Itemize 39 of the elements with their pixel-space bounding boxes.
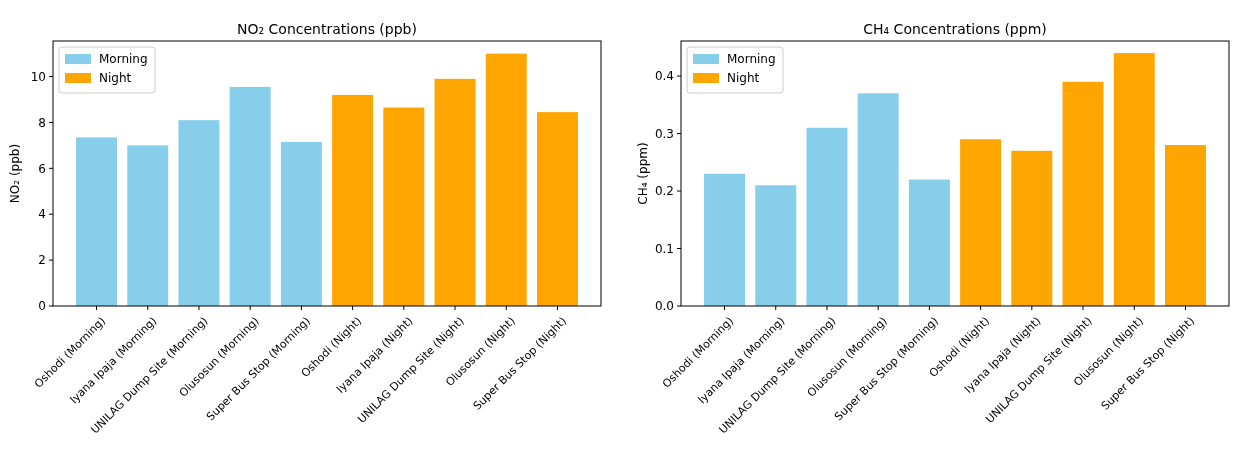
- bar: [1062, 81, 1104, 306]
- bar: [704, 173, 746, 306]
- bar: [908, 179, 950, 306]
- y-tick-label: 0.4: [654, 69, 674, 84]
- y-tick-label: 2: [38, 253, 46, 268]
- bar: [1164, 145, 1206, 306]
- y-tick-label: 4: [38, 207, 46, 222]
- y-tick-label: 8: [38, 115, 46, 130]
- bar: [434, 78, 476, 306]
- y-tick-label: 0: [38, 299, 46, 314]
- y-axis-title: CH₄ (ppm): [636, 142, 650, 205]
- bar: [76, 137, 118, 306]
- bar: [229, 86, 271, 306]
- y-tick-label: 0.3: [654, 126, 674, 141]
- legend-label: Night: [99, 71, 132, 86]
- y-tick-label: 0.1: [654, 241, 674, 256]
- legend-label: Morning: [727, 52, 776, 67]
- bar: [1113, 53, 1155, 306]
- y-axis-title: NO₂ (ppb): [8, 143, 22, 204]
- y-tick-label: 0.0: [654, 299, 674, 314]
- bar: [857, 93, 899, 306]
- chart-title: CH₄ Concentrations (ppm): [863, 21, 1047, 37]
- bar: [332, 94, 374, 306]
- y-tick-label: 6: [38, 161, 46, 176]
- bar: [1011, 150, 1053, 306]
- bar: [755, 185, 797, 306]
- chart-title: NO₂ Concentrations (ppb): [237, 21, 417, 37]
- bar: [383, 107, 425, 306]
- bar: [485, 53, 527, 306]
- bar: [280, 141, 322, 306]
- bar: [536, 112, 578, 306]
- y-tick-label: 10: [30, 69, 46, 84]
- bar: [960, 139, 1002, 306]
- legend-label: Night: [727, 71, 760, 86]
- legend-label: Morning: [99, 52, 148, 67]
- y-tick-label: 0.2: [654, 184, 674, 199]
- bar: [806, 127, 848, 306]
- bar: [178, 120, 220, 306]
- bar: [127, 145, 169, 306]
